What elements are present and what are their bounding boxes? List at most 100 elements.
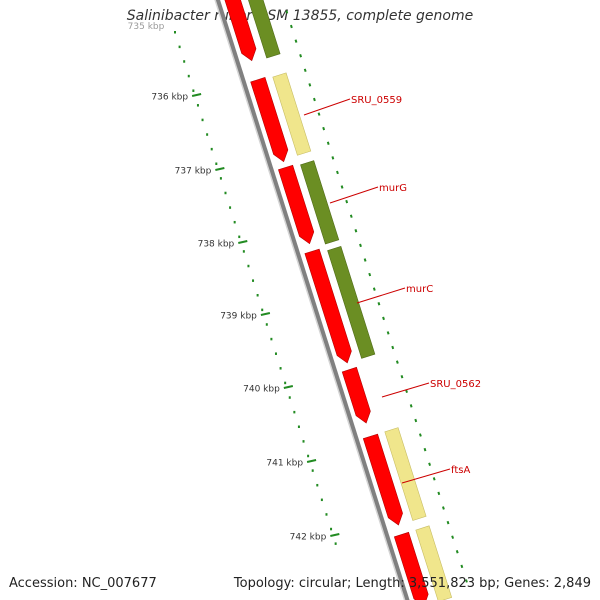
tick-dot [294,39,298,43]
tick-dot [442,506,445,510]
scale-dot [274,352,277,355]
scale-major-tick [191,93,202,97]
scale-dot [307,454,310,458]
scale-major-tick [283,385,294,389]
scale-dot [320,498,323,502]
feature-box [327,246,376,359]
tick-dot [465,579,468,583]
tick-dot [340,185,344,189]
scale-dot [242,250,245,253]
scale-dot [311,469,314,472]
tick-dot [313,97,316,102]
scale-dot [196,104,199,107]
tick-dot [386,331,390,335]
tick-dot [308,83,312,87]
gene-label: ftsA [451,465,470,476]
tick-dot [354,229,358,233]
tick-dot [317,112,321,116]
gene-label-leader [401,468,451,484]
scale-dot [256,294,259,297]
tick-dot [382,316,385,321]
scale-dot [265,323,268,326]
scale-dot [247,264,250,268]
scale-dot [215,162,218,166]
scale-tick-label: 742 kbp [290,533,327,543]
gene-label: SRU_0562 [430,379,481,390]
scale-dot [279,367,282,370]
feature-box [248,0,281,59]
scale-tick-label: 736 kbp [151,93,188,103]
tick-dot [377,302,381,306]
scale-tick-label: 738 kbp [198,240,235,250]
gene-arrow [224,0,257,62]
gene-label: SRU_0559 [351,95,402,106]
accession-text: Accession: NC_007677 [9,576,157,591]
tick-dot [349,214,353,218]
gene-arrow [341,366,371,424]
scale-dot [238,235,241,239]
gene-arrow [278,164,315,245]
tick-dot [418,433,422,437]
tick-dot [345,199,349,204]
tick-dot [372,287,376,291]
tick-dot [432,477,436,481]
tick-dot [451,535,455,539]
feature-box [384,427,427,521]
gene-arrow [250,77,289,163]
scale-dot [297,425,300,429]
scale-dot [229,206,232,209]
tick-dot [285,10,289,14]
scale-dot [210,147,213,151]
scale-dot [261,308,264,312]
gene-arrow [393,531,429,600]
tick-dot [405,389,408,394]
gene-arrow [304,248,352,364]
tick-dot [446,520,450,525]
scale-dot [174,31,176,34]
scale-dot [206,133,209,136]
feature-box [415,525,453,600]
tick-dot [331,156,335,160]
tick-dot [391,345,395,350]
tick-dot [428,462,432,466]
gene-label-leader [381,382,430,398]
scale-dot [316,483,319,487]
feature-box [300,160,340,245]
scale-major-tick [260,312,271,316]
scale-dot [192,89,195,92]
tick-dot [299,53,303,58]
tick-dot [455,550,459,554]
feature-box [272,72,312,156]
scale-dot [270,337,273,341]
scale-major-tick [306,459,317,463]
tick-dot [363,258,367,262]
scale-tick-label: 735 kbp [128,22,165,32]
tick-dot [400,374,404,379]
tick-dot [359,243,362,248]
scale-major-tick [238,240,248,244]
scale-tick-label: 741 kbp [266,459,303,469]
scale-dot [187,74,190,78]
scale-dot [302,440,305,443]
tick-dot [395,360,399,364]
tick-dot [368,272,372,277]
scale-dot [330,527,333,531]
scale-tick-label: 740 kbp [243,385,280,395]
map-title: Salinibacter ruber DSM 13855, complete g… [126,8,474,24]
gene-label-leader [303,98,351,116]
scale-dot [284,381,287,385]
tick-dot [322,126,326,131]
scale-major-tick [330,533,340,537]
gene-label-leader [356,287,406,304]
gene-label: murG [379,183,407,194]
scale-dot [201,118,204,122]
tick-dot [303,68,307,73]
gene-arrow [362,433,403,526]
tick-dot [460,564,464,569]
tick-dot [336,170,339,175]
genome-summary-text: Topology: circular; Length: 3,551,823 bp… [233,576,591,591]
scale-dot [288,396,291,399]
scale-dot [293,410,296,414]
scale-major-tick [215,167,225,171]
scale-tick-label: 739 kbp [220,312,257,322]
